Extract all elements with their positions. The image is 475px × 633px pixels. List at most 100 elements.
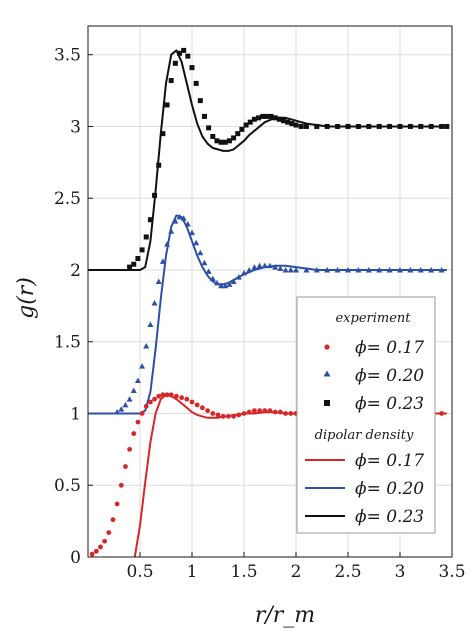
marker-circle-017-17 xyxy=(160,392,166,398)
marker-square-023-10 xyxy=(168,78,174,84)
marker-circle-017-22 xyxy=(184,396,190,402)
marker-triangle-020-46 xyxy=(355,266,362,273)
marker-square-023-32 xyxy=(260,113,266,119)
marker-square-023-38 xyxy=(285,119,291,125)
marker-square-023-8 xyxy=(160,131,166,137)
legend-theory-heading: dipolar density xyxy=(315,428,414,443)
marker-square-023-48 xyxy=(366,123,372,129)
marker-square-023-53 xyxy=(418,123,424,129)
marker-square-023-30 xyxy=(251,116,257,122)
marker-square-023-1 xyxy=(131,261,137,267)
marker-circle-017-40 xyxy=(278,409,283,415)
marker-circle-017-35 xyxy=(252,408,257,414)
marker-square-023-4 xyxy=(143,234,149,240)
marker-square-023-55 xyxy=(439,123,445,129)
marker-triangle-020-7 xyxy=(143,343,150,349)
legend-marker-triangle xyxy=(323,370,331,377)
marker-triangle-020-30 xyxy=(241,269,247,276)
marker-square-023-25 xyxy=(231,135,237,141)
marker-triangle-020-10 xyxy=(155,278,162,284)
tick-label-y-0: 0 xyxy=(70,548,81,568)
marker-triangle-020-3 xyxy=(126,396,133,402)
marker-circle-017-4 xyxy=(106,530,112,536)
marker-triangle-020-54 xyxy=(438,266,445,273)
marker-triangle-020-1 xyxy=(118,406,125,412)
marker-square-023-15 xyxy=(189,65,195,71)
marker-circle-017-8 xyxy=(123,464,128,469)
marker-triangle-020-4 xyxy=(130,387,137,394)
marker-square-023-52 xyxy=(407,123,413,129)
marker-square-023-17 xyxy=(197,98,203,104)
legend: experiment dipolar density ϕ= 0.17 ϕ= 0.… xyxy=(296,296,436,534)
marker-square-023-56 xyxy=(444,123,450,129)
marker-square-023-7 xyxy=(156,162,162,168)
marker-square-023-44 xyxy=(324,123,330,129)
legend-marker-circle xyxy=(324,344,330,350)
marker-circle-017-39 xyxy=(272,409,278,415)
marker-triangle-020-13 xyxy=(168,228,175,234)
marker-triangle-020-14 xyxy=(172,218,179,224)
marker-circle-017-27 xyxy=(210,411,216,416)
legend-box xyxy=(296,296,436,534)
marker-square-023-3 xyxy=(139,247,145,253)
marker-square-023-51 xyxy=(397,123,403,129)
marker-square-023-43 xyxy=(314,123,320,129)
marker-square-023-29 xyxy=(247,119,253,125)
tick-label-y-7: 3.5 xyxy=(54,46,81,66)
marker-square-023-2 xyxy=(135,255,141,261)
marker-triangle-020-6 xyxy=(139,363,146,369)
marker-square-023-34 xyxy=(268,113,274,119)
theory-line-020 xyxy=(88,214,447,415)
marker-square-023-23 xyxy=(222,139,228,145)
marker-triangle-020-33 xyxy=(256,262,263,269)
marker-triangle-020-21 xyxy=(201,259,208,266)
tick-label-y-1: 0.5 xyxy=(54,476,81,496)
marker-triangle-020-18 xyxy=(189,229,195,236)
marker-square-023-11 xyxy=(172,60,178,66)
marker-square-023-36 xyxy=(276,116,282,122)
marker-circle-017-37 xyxy=(262,408,268,414)
marker-circle-017-23 xyxy=(189,399,195,405)
marker-triangle-020-27 xyxy=(226,281,233,287)
marker-square-023-40 xyxy=(293,122,299,128)
marker-triangle-020-35 xyxy=(267,262,273,269)
marker-circle-017-10 xyxy=(131,431,137,436)
marker-triangle-020-51 xyxy=(407,266,414,273)
marker-triangle-020-44 xyxy=(334,266,341,273)
marker-circle-017-26 xyxy=(205,408,211,414)
marker-circle-017-7 xyxy=(118,482,124,488)
marker-triangle-020-45 xyxy=(345,266,351,273)
marker-square-023-42 xyxy=(303,123,309,129)
marker-circle-017-36 xyxy=(257,408,262,414)
plot-frame xyxy=(87,25,453,558)
y-axis-label: g(r) xyxy=(14,277,39,319)
tick-label-x-2: 1.5 xyxy=(230,562,257,582)
marker-circle-017-6 xyxy=(114,501,120,507)
tick-label-x-3: 2 xyxy=(291,562,302,582)
marker-circle-017-20 xyxy=(174,393,179,399)
marker-circle-017-31 xyxy=(231,413,237,419)
marker-square-023-14 xyxy=(185,53,191,59)
marker-square-023-54 xyxy=(428,123,434,129)
marker-square-023-28 xyxy=(243,122,249,128)
marker-triangle-020-32 xyxy=(251,264,258,270)
legend-theory-label-020: ϕ= 0.20 xyxy=(355,479,424,499)
marker-triangle-020-17 xyxy=(184,221,191,227)
marker-square-023-41 xyxy=(298,123,304,129)
legend-exp-label-017: ϕ= 0.17 xyxy=(355,338,424,358)
marker-square-023-19 xyxy=(206,125,212,131)
legend-experiment-heading: experiment xyxy=(335,311,411,326)
marker-circle-017-33 xyxy=(241,411,247,416)
marker-triangle-020-47 xyxy=(365,266,372,273)
marker-triangle-020-23 xyxy=(209,275,216,282)
tick-label-y-4: 2 xyxy=(70,261,81,281)
marker-circle-017-28 xyxy=(215,412,221,418)
marker-circle-017-25 xyxy=(200,405,205,411)
marker-circle-017-32 xyxy=(236,412,242,418)
marker-triangle-020-2 xyxy=(122,401,129,408)
tick-label-y-6: 3 xyxy=(70,117,81,137)
marker-circle-017-21 xyxy=(179,395,185,401)
marker-triangle-020-15 xyxy=(176,213,183,220)
marker-triangle-020-19 xyxy=(193,239,200,246)
marker-triangle-020-0 xyxy=(114,409,121,415)
